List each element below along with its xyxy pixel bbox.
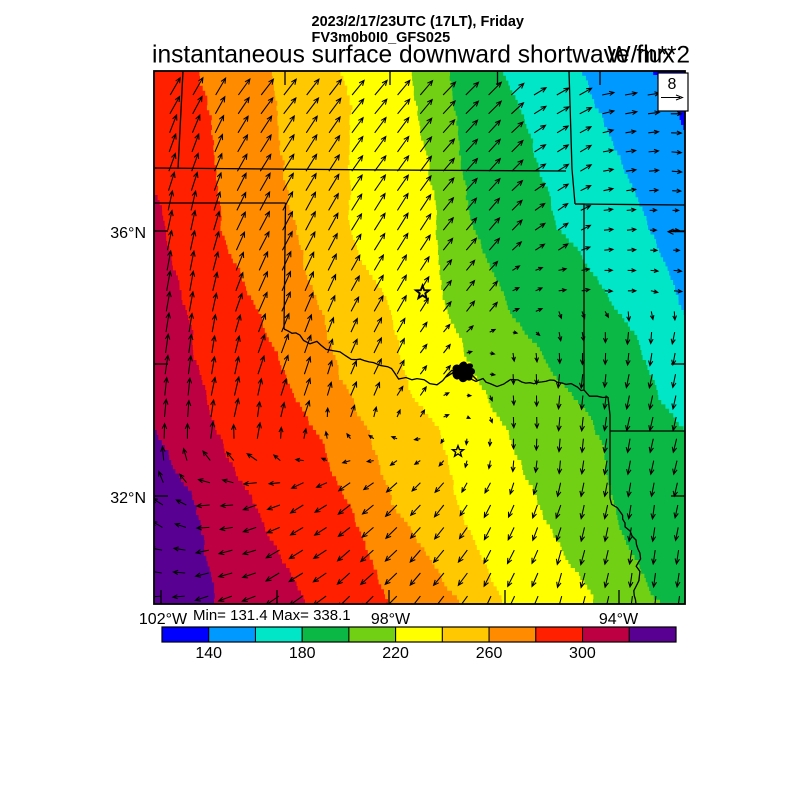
svg-text:32°N: 32°N [110,490,146,507]
svg-text:300: 300 [569,645,596,662]
svg-text:W/m**2: W/m**2 [608,42,690,69]
svg-text:Min= 131.4 Max= 338.1: Min= 131.4 Max= 338.1 [193,607,351,624]
svg-text:98°W: 98°W [371,611,411,628]
svg-text:instantaneous surface downward: instantaneous surface downward shortwave… [152,42,675,69]
svg-text:220: 220 [382,645,409,662]
svg-text:140: 140 [195,645,222,662]
svg-text:260: 260 [476,645,503,662]
svg-text:8: 8 [668,76,677,93]
svg-text:94°W: 94°W [599,611,639,628]
svg-text:FV3m0b0I0_GFS025: FV3m0b0I0_GFS025 [312,30,451,46]
svg-text:180: 180 [289,645,316,662]
svg-text:102°W: 102°W [139,611,188,628]
svg-text:2023/2/17/23UTC (17LT), Friday: 2023/2/17/23UTC (17LT), Friday [312,14,525,30]
svg-text:36°N: 36°N [110,225,146,242]
